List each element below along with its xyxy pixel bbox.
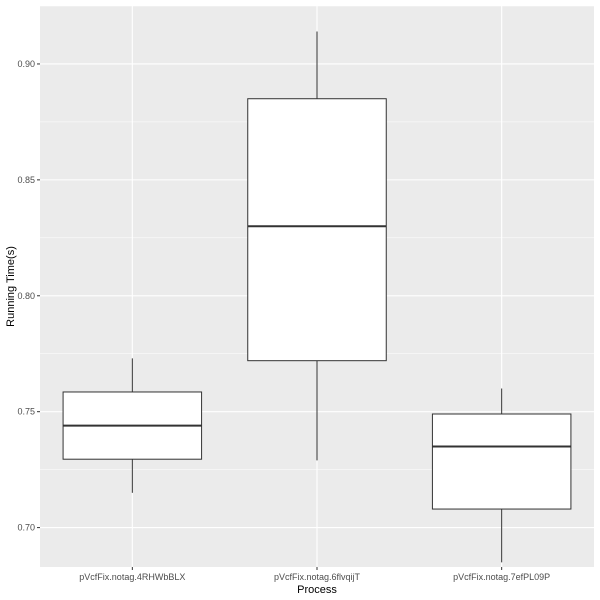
y-tick-label: 0.70 — [17, 523, 35, 533]
y-axis-title: Running Time(s) — [5, 246, 17, 327]
box-group — [431, 388, 572, 563]
box-iqr — [431, 413, 572, 510]
y-tick-label: 0.90 — [17, 59, 35, 69]
x-tick-label: pVcfFix.notag.7efPL09P — [453, 572, 550, 582]
box-group — [247, 31, 387, 461]
box-iqr — [247, 98, 387, 362]
y-axis-ticks: 0.70 0.75 0.80 0.85 0.90 — [17, 59, 40, 533]
boxes-layer — [62, 31, 572, 563]
x-tick-label: pVcfFix.notag.6flvqijT — [274, 572, 361, 582]
y-tick-label: 0.85 — [17, 175, 35, 185]
x-tick-label: pVcfFix.notag.4RHWbBLX — [79, 572, 185, 582]
y-tick-label: 0.80 — [17, 291, 35, 301]
x-axis-ticks: pVcfFix.notag.4RHWbBLX pVcfFix.notag.6flv… — [79, 567, 550, 582]
y-tick-label: 0.75 — [17, 407, 35, 417]
box-group — [62, 358, 203, 493]
x-axis-title: Process — [297, 584, 337, 596]
